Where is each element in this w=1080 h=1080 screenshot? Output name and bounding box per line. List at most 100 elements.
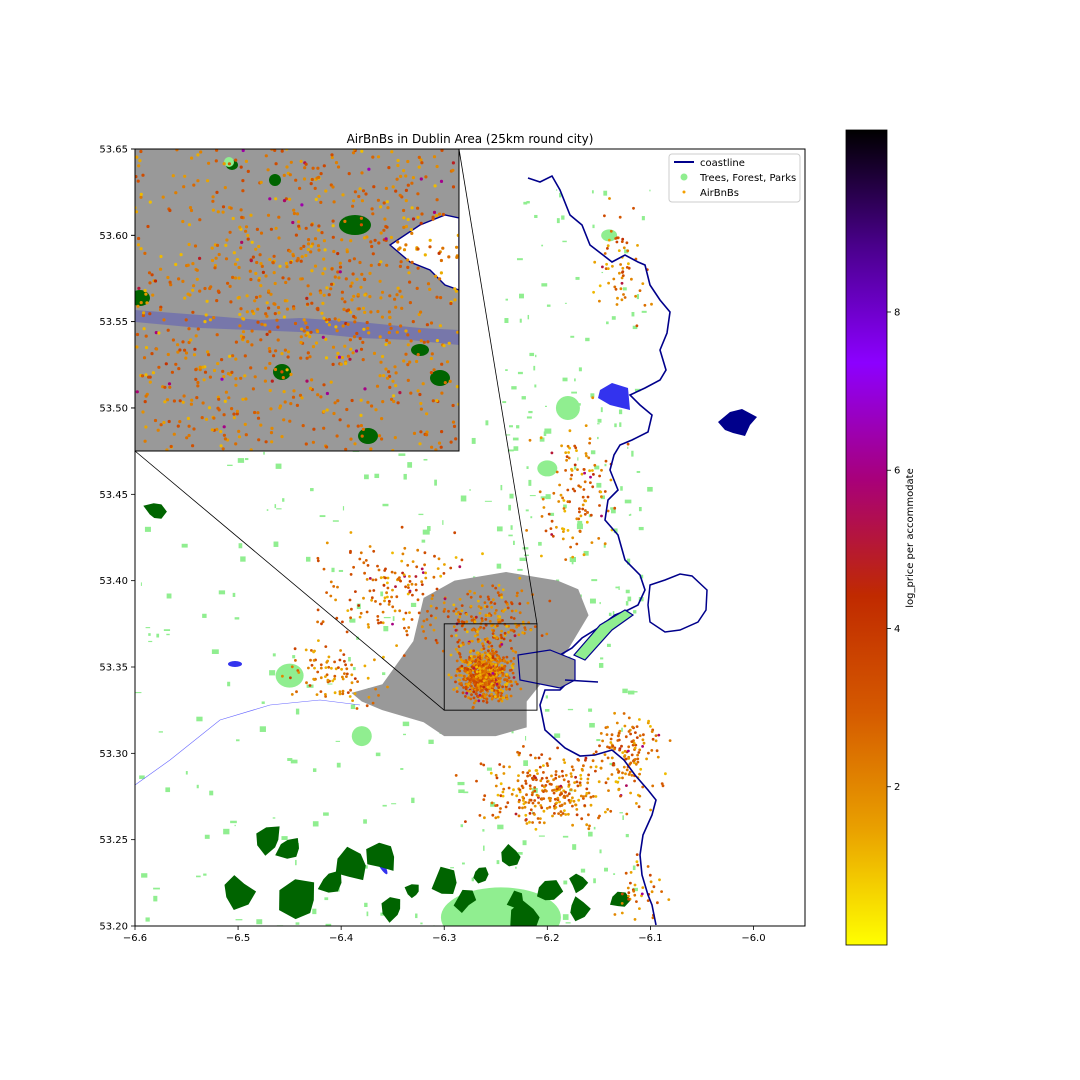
park-patch: [508, 534, 513, 537]
airbnb-point: [319, 666, 323, 670]
airbnb-point: [636, 753, 639, 757]
inset-airbnb-point: [306, 302, 310, 306]
airbnb-point: [414, 575, 418, 578]
park-patch: [606, 643, 611, 647]
inset-airbnb-point: [441, 212, 445, 217]
park-patch: [598, 662, 604, 668]
airbnb-point: [497, 620, 501, 624]
airbnb-point: [565, 455, 569, 458]
airbnb-point: [620, 276, 624, 280]
park-patch: [153, 887, 160, 890]
airbnb-point: [357, 604, 361, 607]
airbnb-point: [547, 796, 551, 800]
airbnb-point: [625, 812, 629, 816]
airbnb-point: [589, 795, 593, 799]
airbnb-point: [515, 794, 519, 798]
airbnb-point: [486, 595, 490, 599]
airbnb-point: [443, 607, 447, 611]
airbnb-point: [407, 586, 410, 589]
inset-airbnb-point: [299, 246, 303, 251]
airbnb-point: [500, 699, 504, 703]
airbnb-point: [528, 438, 532, 442]
airbnb-point: [497, 584, 501, 587]
inset-airbnb-point: [274, 197, 278, 201]
airbnb-point: [365, 578, 369, 581]
airbnb-point: [382, 655, 385, 659]
inset-airbnb-point: [291, 220, 295, 225]
inset-airbnb-point: [136, 179, 140, 183]
inset-airbnb-point: [195, 268, 199, 272]
inset-park: [358, 428, 378, 444]
park-patch: [312, 821, 319, 827]
inset-airbnb-point: [419, 430, 423, 434]
park-patch: [541, 283, 548, 287]
park-patch: [290, 759, 298, 764]
inset-airbnb-point: [320, 231, 324, 235]
airbnb-point: [432, 628, 436, 632]
inset-airbnb-point: [332, 249, 336, 254]
park-patch: [522, 547, 529, 550]
park-patch: [632, 887, 638, 892]
airbnb-point: [385, 591, 388, 595]
inset-airbnb-point: [288, 173, 292, 177]
forest-patch: [610, 891, 631, 907]
airbnb-point: [493, 657, 497, 661]
inset-airbnb-point: [337, 276, 341, 280]
inset-airbnb-point: [357, 194, 361, 199]
airbnb-point: [528, 784, 532, 788]
airbnb-point: [384, 576, 387, 580]
airbnb-point: [435, 606, 438, 610]
airbnb-point: [618, 748, 621, 752]
airbnb-point: [372, 589, 376, 592]
inset-airbnb-point: [234, 340, 238, 344]
airbnb-point: [476, 677, 480, 681]
airbnb-point: [606, 745, 609, 749]
inset-airbnb-point: [294, 233, 298, 237]
inset-airbnb-point: [352, 335, 357, 339]
airbnb-point: [613, 711, 616, 715]
airbnb-point: [612, 277, 616, 281]
park-patch: [571, 391, 577, 394]
park-patch: [474, 914, 478, 917]
park-patch: [460, 495, 467, 502]
inset-airbnb-point: [274, 226, 278, 230]
airbnb-point: [480, 648, 483, 652]
inset-airbnb-point: [270, 426, 274, 430]
park-patch: [511, 730, 514, 734]
airbnb-point: [343, 659, 346, 663]
airbnb-point: [536, 817, 540, 820]
inset-airbnb-point: [250, 309, 254, 313]
airbnb-point: [628, 770, 632, 774]
inset-airbnb-point: [250, 343, 254, 347]
inset-airbnb-point: [170, 370, 174, 374]
inset-airbnb-point: [210, 428, 214, 432]
inset-airbnb-point: [228, 284, 232, 288]
airbnb-point: [324, 675, 327, 678]
airbnb-point: [405, 629, 408, 633]
airbnb-point: [460, 624, 464, 628]
airbnb-point: [394, 585, 397, 588]
park-patch: [204, 834, 210, 839]
airbnb-point: [343, 672, 346, 675]
park-patch: [505, 434, 511, 436]
airbnb-point: [606, 247, 609, 250]
inset-airbnb-point: [360, 171, 364, 175]
forest-patch: [224, 875, 257, 910]
airbnb-point: [636, 757, 640, 761]
inset-airbnb-point: [198, 365, 202, 369]
airbnb-point: [553, 797, 557, 801]
inset-airbnb-point: [168, 208, 172, 213]
airbnb-point: [630, 773, 634, 777]
airbnb-point: [472, 649, 475, 653]
airbnb-point: [580, 472, 584, 476]
zoom-connector-left: [134, 450, 445, 711]
airbnb-point: [533, 813, 536, 816]
airbnb-point: [488, 620, 492, 623]
park-patch: [639, 574, 644, 579]
airbnb-point: [525, 529, 528, 532]
airbnb-point: [632, 741, 636, 745]
airbnb-point: [368, 577, 372, 580]
airbnb-point: [536, 794, 540, 798]
inset-airbnb-point: [346, 354, 350, 358]
inset-airbnb-point: [322, 257, 326, 261]
